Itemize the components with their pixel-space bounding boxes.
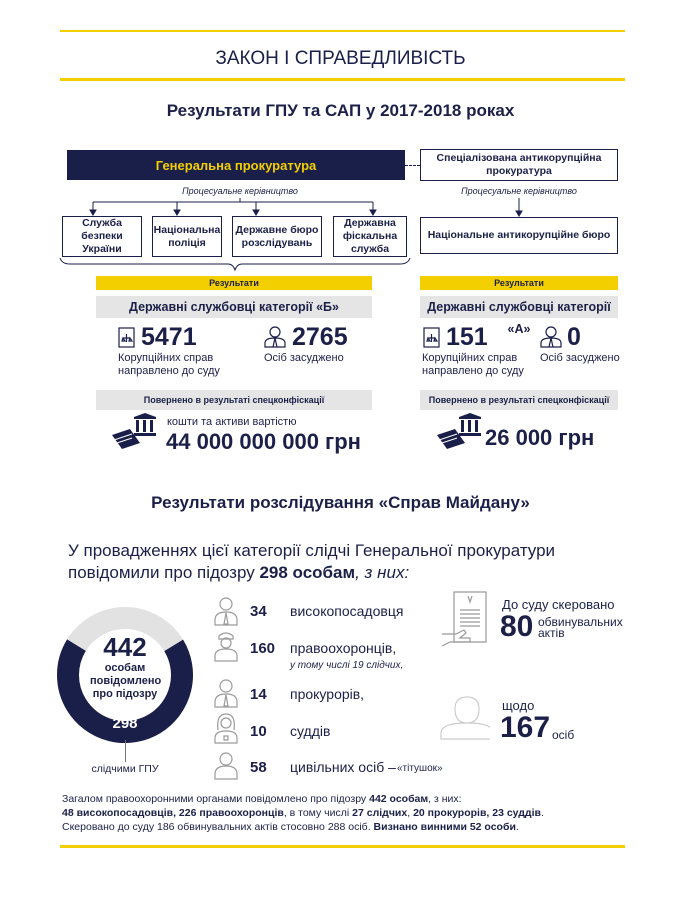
- amount-prefix: кошти та активи вартістю: [167, 416, 297, 428]
- proc-label: Процесуальне керівництво: [461, 186, 577, 196]
- convicted-label: Осіб засуджено: [264, 352, 344, 364]
- maidan-title: Результати розслідування «Справ Майдану»: [151, 493, 530, 512]
- case-file-icon: [423, 327, 440, 348]
- convicted-value: 2765: [292, 323, 348, 351]
- bottom-rule: [60, 845, 625, 848]
- group-label: цивільних осіб –: [290, 759, 396, 775]
- intro-tail: , з них:: [355, 563, 410, 582]
- returned-header: Повернено в результаті спецконфіскації: [96, 390, 372, 410]
- donut-total-label: особам повідомлено про підозру: [90, 662, 162, 700]
- connector: [405, 165, 420, 166]
- group-value: 58: [250, 759, 267, 776]
- org-connectors: [59, 198, 523, 272]
- group-value: 10: [250, 723, 267, 740]
- donut-pointer: [125, 740, 126, 762]
- page-title: ЗАКОН І СПРАВЕДЛИВІСТЬ: [215, 48, 466, 69]
- convicted-label: Осіб засуджено: [540, 352, 620, 364]
- results-header: Результати: [420, 276, 618, 290]
- group-note: у тому числі 19 слідчих,: [290, 660, 404, 671]
- indictment-document-icon: [441, 591, 487, 647]
- proc-label: Процесуальне керівництво: [182, 186, 298, 196]
- court-label: До суду скеровано: [502, 597, 615, 612]
- police-icon: [214, 632, 238, 662]
- title-rule: [60, 78, 625, 81]
- persons-unit: осіб: [552, 728, 575, 742]
- gp-box: Генеральна прокуратура: [67, 150, 405, 180]
- nabu-box: Національне антикорупційне бюро: [420, 217, 618, 254]
- summary-text: Скеровано до суду 186 обвинувальних акті…: [62, 821, 374, 833]
- amount-value: 44 000 000 000 грн: [166, 429, 361, 454]
- category-b: Державні службовці категорії «Б»: [96, 296, 372, 318]
- group-value: 14: [250, 686, 267, 703]
- court-unit: обвинувальних актів: [538, 615, 623, 640]
- sap-box: Спеціалізована антикорупційна прокуратур…: [420, 149, 618, 181]
- person-icon: [440, 696, 490, 740]
- prosecutor-icon: [214, 679, 238, 708]
- returned-header: Повернено в результаті спецконфіскації: [420, 390, 618, 410]
- category-a: Державні службовці категорії «А»: [420, 296, 618, 336]
- convicted-value: 0: [567, 323, 581, 351]
- agency-sbu: Служба безпеки України: [62, 216, 142, 257]
- civilian-icon: [214, 752, 238, 780]
- summary-text: Загалом правоохоронними органами повідом…: [62, 792, 642, 834]
- summary-bold: 48 високопосадовців, 226 правоохоронців: [62, 807, 284, 819]
- suspects-donut: [57, 607, 193, 743]
- persons-value: 167: [500, 711, 551, 744]
- cases-label: Корупційних справ направлено до суду: [422, 352, 524, 377]
- maidan-intro: У провадженнях цієї категорії слідчі Ген…: [68, 540, 628, 584]
- summary-bold: Визнано винними 52 особи: [373, 821, 516, 833]
- intro-text: У провадженнях цієї категорії слідчі Ген…: [68, 541, 556, 582]
- money-bank-icon: [112, 413, 156, 449]
- summary-bold: 20 прокурорів, 23 суддів: [413, 807, 541, 819]
- group-label: прокурорів,: [290, 686, 365, 702]
- intro-bold: 298 особам: [259, 563, 356, 582]
- summary-bold: 442 особам: [369, 793, 429, 805]
- donut-part-label: слідчими ГПУ: [91, 763, 159, 775]
- amount-value: 26 000 грн: [485, 425, 595, 450]
- group-note: «тітушок»: [397, 763, 443, 774]
- convicted-person-icon: [264, 326, 286, 348]
- cases-value: 5471: [141, 323, 197, 351]
- group-label: правоохоронців,: [290, 640, 397, 656]
- persons-label: щодо: [502, 698, 535, 713]
- judge-icon: [214, 713, 238, 744]
- cases-value: 151: [446, 323, 488, 351]
- group-label: високопосадовця: [290, 603, 404, 619]
- donut-total: 442: [103, 632, 147, 662]
- summary-bold: 27 слідчих: [352, 807, 408, 819]
- group-value: 34: [250, 603, 267, 620]
- summary-text: , з них:: [428, 793, 462, 805]
- summary-text: , в тому числі: [283, 807, 353, 819]
- agency-dbr: Державне бюро розслідувань: [232, 216, 322, 257]
- group-value: 160: [250, 640, 276, 657]
- official-icon: [214, 597, 238, 626]
- top-rule: [60, 30, 625, 32]
- summary-line-3: Скеровано до суду 186 обвинувальних акті…: [62, 821, 519, 833]
- case-file-icon: [118, 327, 135, 348]
- donut-part-value: 298: [112, 715, 138, 732]
- court-value: 80: [500, 610, 534, 643]
- cases-label: Корупційних справ направлено до суду: [118, 352, 220, 377]
- summary-line-2: 48 високопосадовців, 226 правоохоронців,…: [62, 807, 544, 819]
- section-title: Результати ГПУ та САП у 2017-2018 роках: [166, 101, 515, 120]
- convicted-person-icon: [540, 326, 562, 348]
- agency-dfs: Державна фіскальна служба: [333, 216, 407, 257]
- agency-police: Національна поліція: [152, 216, 222, 257]
- results-header: Результати: [96, 276, 372, 290]
- summary-text: ,: [407, 807, 414, 819]
- money-bank-icon: [437, 413, 481, 449]
- summary-line-1: Загалом правоохоронними органами повідом…: [62, 792, 642, 806]
- summary-text: Загалом правоохоронними органами повідом…: [62, 793, 370, 805]
- group-label: суддів: [290, 723, 331, 739]
